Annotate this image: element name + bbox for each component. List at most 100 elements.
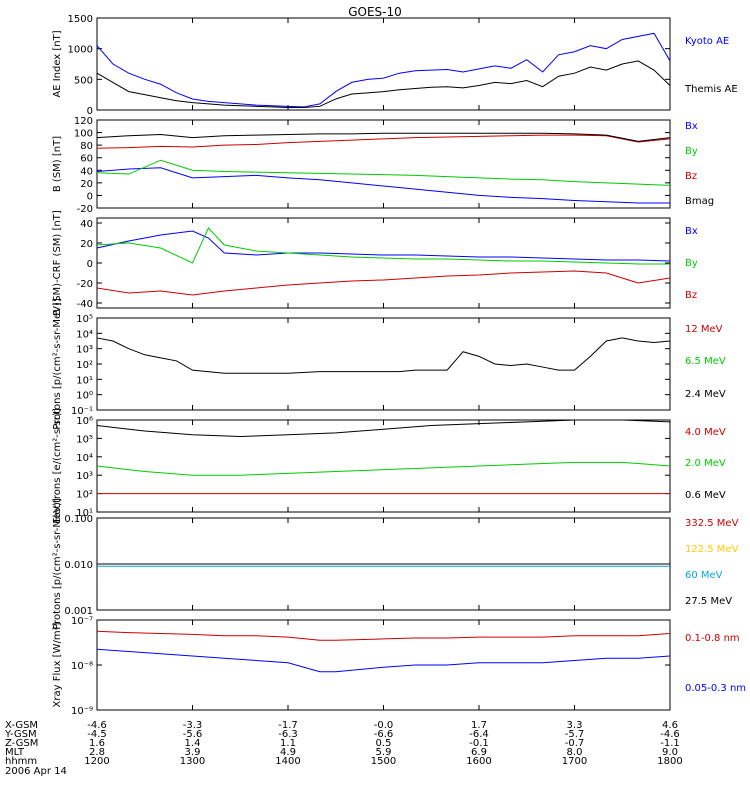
footer-row-1-value: -6.6 bbox=[374, 729, 394, 740]
panel-4-ytick-label: 10² bbox=[76, 490, 93, 501]
panel-1-ytick-label: 60 bbox=[80, 154, 93, 165]
legend-2-0: Bx bbox=[685, 226, 698, 237]
legend-4-2: 0.6 MeV bbox=[685, 490, 726, 501]
panel-3-ytick-label: 10⁵ bbox=[76, 314, 93, 325]
footer-row-4-value: 1500 bbox=[371, 756, 396, 767]
panel-6-ytick-label: 10⁻⁹ bbox=[71, 706, 93, 717]
footer-row-4-value: 1600 bbox=[466, 756, 491, 767]
legend-1-2: Bz bbox=[685, 171, 697, 182]
legend-4-0: 4.0 MeV bbox=[685, 427, 726, 438]
legend-4-1: 2.0 MeV bbox=[685, 458, 726, 469]
panel-2-ytick-label: 20 bbox=[80, 239, 93, 250]
footer-row-3-value: 3.9 bbox=[185, 747, 201, 758]
footer-row-0-value: 3.3 bbox=[567, 720, 583, 731]
panel-0-ytick-label: 1500 bbox=[68, 14, 93, 25]
panel-0-frame bbox=[96, 17, 671, 111]
panel-1-ytick-label: 80 bbox=[80, 141, 93, 152]
panel-4-ytick-label: 10¹ bbox=[76, 508, 93, 519]
panel-4-ytick-label: 10⁵ bbox=[76, 434, 93, 445]
panel-3-ytick-label: 10⁴ bbox=[76, 329, 93, 340]
panel-5-ytick-label: 0.001 bbox=[64, 606, 93, 617]
footer-row-4-value: 1400 bbox=[275, 756, 300, 767]
series-6-1-line bbox=[96, 648, 671, 673]
footer-row-1-value: -4.6 bbox=[660, 729, 680, 740]
footer-row-3-value: 8.0 bbox=[567, 747, 583, 758]
series-4-2-line bbox=[96, 419, 671, 438]
panel-3-ylabel: Protons [p/(cm²-s-sr-MeV)] bbox=[52, 298, 63, 430]
footer-row-0-value: -3.3 bbox=[183, 720, 203, 731]
series-2-2-line bbox=[96, 270, 671, 296]
series-0-1-line bbox=[96, 60, 671, 109]
footer-row-4-value: 1200 bbox=[84, 756, 109, 767]
legend-3-2: 2.4 MeV bbox=[685, 389, 726, 400]
panel-6-ytick-label: 10⁻⁷ bbox=[71, 616, 93, 627]
panel-3-ytick-label: 10² bbox=[76, 360, 93, 371]
footer-row-2-value: -0.1 bbox=[469, 738, 489, 749]
panel-1-ytick-label: 40 bbox=[80, 166, 93, 177]
footer-row-1-value: -6.3 bbox=[278, 729, 298, 740]
footer-row-3-value: 4.9 bbox=[280, 747, 296, 758]
legend-6-0: 0.1-0.8 nm bbox=[685, 633, 740, 644]
series-3-2-line bbox=[96, 337, 671, 374]
legend-2-2: Bz bbox=[685, 290, 697, 301]
chart-title: GOES-10 bbox=[348, 5, 402, 19]
panel-3-ytick-label: 10⁰ bbox=[76, 391, 93, 402]
footer-row-0-value: -1.7 bbox=[278, 720, 298, 731]
panel-1-ytick-label: 120 bbox=[74, 116, 93, 127]
footer-row-3-value: 5.9 bbox=[376, 747, 392, 758]
footer-row-3-value: 2.8 bbox=[89, 747, 105, 758]
footer-row-1-value: -6.4 bbox=[469, 729, 489, 740]
panel-3-ytick-label: 10¹ bbox=[76, 375, 93, 386]
footer-row-1-value: -5.7 bbox=[565, 729, 585, 740]
footer-row-3-value: 9.0 bbox=[662, 747, 678, 758]
panel-3-ytick-label: 10³ bbox=[76, 345, 93, 356]
footer-row-4-value: 1700 bbox=[562, 756, 587, 767]
panel-0-ytick-label: 1000 bbox=[68, 45, 93, 56]
footer-row-3-value: 6.9 bbox=[471, 747, 487, 758]
footer-row-2-value: -0.7 bbox=[565, 738, 585, 749]
legend-5-2: 60 MeV bbox=[685, 570, 723, 581]
panel-2-ytick-label: -20 bbox=[77, 279, 93, 290]
footer-row-2-value: 1.4 bbox=[185, 738, 201, 749]
legend-1-0: Bx bbox=[685, 121, 698, 132]
series-1-3-line bbox=[96, 132, 671, 142]
footer-row-4-value: 1300 bbox=[180, 756, 205, 767]
series-0-0-line bbox=[96, 32, 671, 108]
footer-row-1-value: -4.5 bbox=[87, 729, 107, 740]
panel-1-ytick-label: 20 bbox=[80, 179, 93, 190]
series-6-0-line bbox=[96, 630, 671, 641]
footer-row-1-label: Y-GSM bbox=[4, 729, 37, 740]
panel-4-ylabel: Electrons [e/(cm²-s-sr)] bbox=[52, 408, 63, 524]
legend-5-0: 332.5 MeV bbox=[685, 518, 739, 529]
panel-2-frame bbox=[96, 217, 671, 309]
panel-1-ytick-label: 100 bbox=[74, 129, 93, 140]
series-2-0-line bbox=[96, 230, 671, 262]
footer-date: 2006 Apr 14 bbox=[5, 766, 67, 777]
legend-5-1: 122.5 MeV bbox=[685, 544, 739, 555]
panel-2-ytick-label: 0 bbox=[87, 259, 93, 270]
panel-1-ylabel: B (SM) [nT] bbox=[52, 136, 63, 192]
legend-5-3: 27.5 MeV bbox=[685, 596, 732, 607]
panel-6-frame bbox=[96, 619, 671, 711]
legend-0-0: Kyoto AE bbox=[685, 36, 729, 47]
panel-3-frame bbox=[96, 317, 671, 411]
legend-3-1: 6.5 MeV bbox=[685, 356, 726, 367]
footer-row-2-value: -1.1 bbox=[660, 738, 680, 749]
footer-row-2-value: 0.5 bbox=[376, 738, 392, 749]
panel-2-ytick-label: -40 bbox=[77, 299, 93, 310]
footer-row-0-label: X-GSM bbox=[5, 720, 38, 731]
panel-5-ylabel: Protons [p/(cm²-s-sr-MeV)] bbox=[52, 498, 63, 630]
panel-0-ylabel: AE Index [nT] bbox=[52, 30, 63, 97]
footer-row-0-value: -0.0 bbox=[374, 720, 394, 731]
legend-1-3: Bmag bbox=[685, 196, 714, 207]
footer-row-0-value: 4.6 bbox=[662, 720, 678, 731]
panel-1-ytick-label: 0 bbox=[87, 191, 93, 202]
panel-2-ytick-label: 40 bbox=[80, 219, 93, 230]
panel-5-ytick-label: 0.010 bbox=[64, 560, 93, 571]
panel-2-ylabel: B (SM)-CRF (SM) [nT] bbox=[52, 210, 63, 316]
legend-6-1: 0.05-0.3 nm bbox=[685, 683, 746, 694]
footer-row-2-value: 1.1 bbox=[280, 738, 296, 749]
series-2-1-line bbox=[96, 227, 670, 265]
legend-1-1: By bbox=[685, 146, 698, 157]
footer-row-0-value: -4.6 bbox=[87, 720, 107, 731]
